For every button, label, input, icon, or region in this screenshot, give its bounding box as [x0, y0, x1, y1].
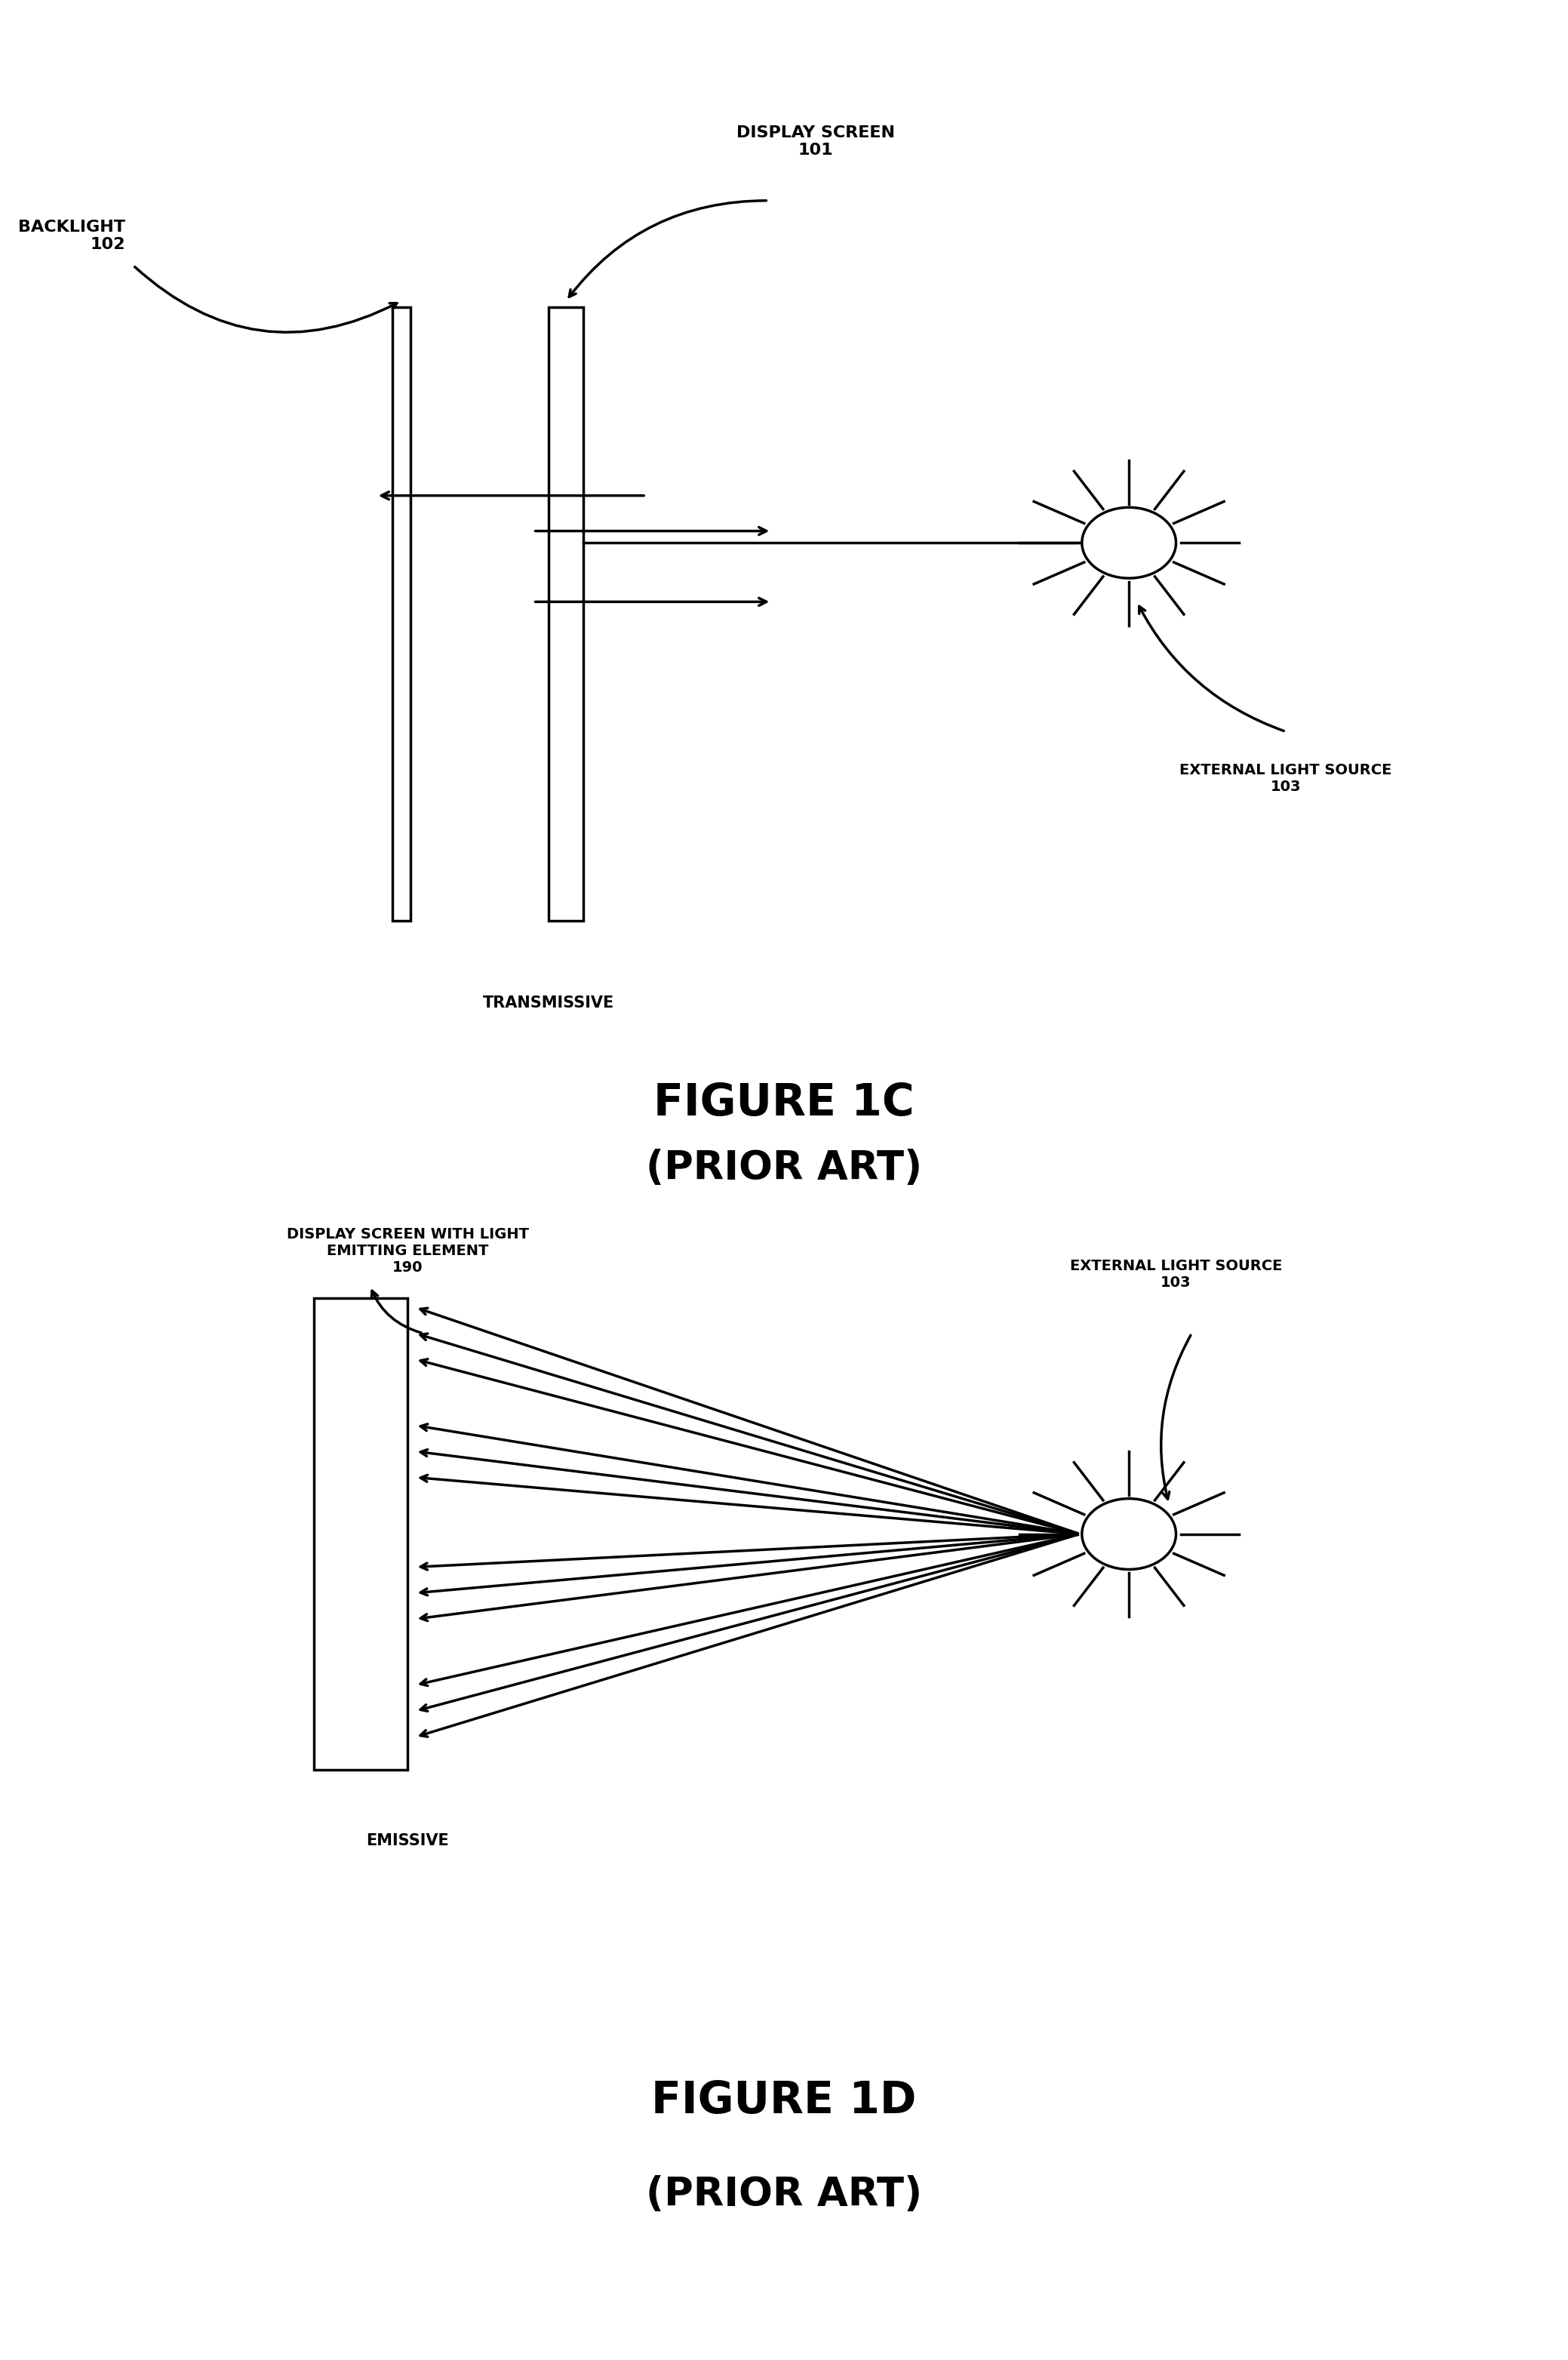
Bar	[392, 307, 411, 920]
Text: FIGURE 1C: FIGURE 1C	[654, 1081, 914, 1126]
Text: (PRIOR ART): (PRIOR ART)	[646, 2176, 922, 2214]
Text: EXTERNAL LIGHT SOURCE
103: EXTERNAL LIGHT SOURCE 103	[1069, 1258, 1283, 1291]
Text: BACKLIGHT
102: BACKLIGHT 102	[19, 219, 125, 253]
Bar	[314, 1298, 408, 1770]
Text: FIGURE 1D: FIGURE 1D	[651, 2079, 917, 2122]
Text: EMISSIVE: EMISSIVE	[367, 1834, 448, 1848]
Text: DISPLAY SCREEN
101: DISPLAY SCREEN 101	[735, 125, 895, 158]
Circle shape	[1082, 507, 1176, 578]
Text: TRANSMISSIVE: TRANSMISSIVE	[483, 996, 615, 1010]
Circle shape	[1082, 1499, 1176, 1569]
Bar	[549, 307, 583, 920]
Text: EXTERNAL LIGHT SOURCE
103: EXTERNAL LIGHT SOURCE 103	[1179, 762, 1392, 795]
Text: (PRIOR ART): (PRIOR ART)	[646, 1149, 922, 1187]
Text: DISPLAY SCREEN WITH LIGHT
EMITTING ELEMENT
190: DISPLAY SCREEN WITH LIGHT EMITTING ELEME…	[287, 1227, 528, 1274]
